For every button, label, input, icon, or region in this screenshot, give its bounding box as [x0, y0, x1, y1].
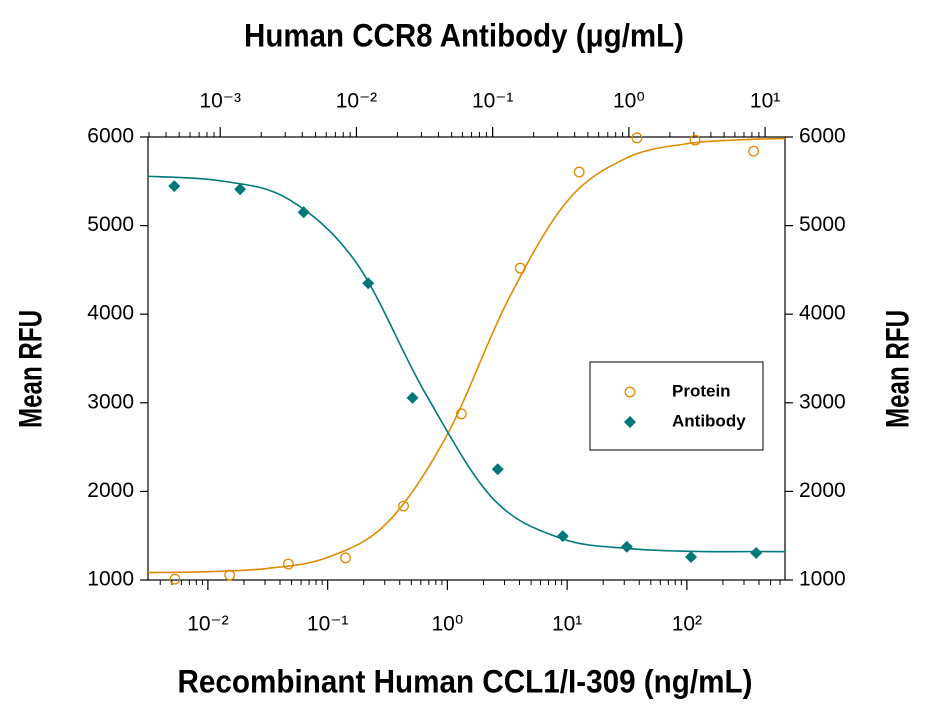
y2-tick-label: 1000: [799, 568, 846, 591]
y2-tick-label: 5000: [799, 213, 846, 236]
data-point: [689, 134, 701, 146]
x-tick-label: 10⁻²: [187, 613, 228, 636]
data-point: [362, 277, 375, 290]
data-point: [168, 180, 181, 193]
legend-marker: [624, 386, 636, 398]
data-point: [573, 166, 585, 178]
y-tick-label: 2000: [87, 479, 134, 502]
data-point: [282, 558, 294, 570]
fit-curve: [147, 137, 786, 574]
data-point: [514, 262, 526, 274]
y2-tick-label: 4000: [799, 302, 846, 325]
x-tick-label: 10¹: [552, 613, 582, 636]
data-point: [556, 530, 569, 543]
data-point: [406, 391, 419, 404]
x2-tick-label: 10⁻²: [336, 90, 377, 113]
y2-tick-label: 2000: [799, 479, 846, 502]
y2-axis-label: Mean RFU: [879, 310, 915, 428]
x2-tick-label: 10⁰: [613, 90, 645, 113]
x2-tick-label: 10⁻¹: [472, 90, 513, 113]
data-point: [685, 550, 698, 563]
data-point: [491, 463, 504, 476]
data-point: [750, 546, 763, 559]
y-tick-label: 5000: [87, 213, 134, 236]
y-tick-label: 6000: [87, 125, 134, 148]
y-tick-label: 1000: [87, 568, 134, 591]
legend-label: Protein: [672, 381, 731, 400]
data-point: [234, 183, 247, 196]
x-tick-label: 10⁻¹: [307, 613, 348, 636]
x2-tick-label: 10¹: [750, 90, 780, 113]
data-point: [748, 145, 760, 157]
x2-tick-label: 10⁻³: [200, 90, 241, 113]
x-tick-label: 10⁰: [431, 613, 463, 636]
plot-frame: [147, 136, 786, 581]
y2-tick-label: 3000: [799, 390, 846, 413]
data-point: [297, 206, 310, 219]
data-point: [169, 573, 181, 585]
y-tick-label: 4000: [87, 302, 134, 325]
data-point: [631, 132, 643, 144]
legend-box: [589, 361, 764, 451]
data-point: [224, 569, 236, 581]
data-point: [398, 500, 409, 512]
y2-tick-label: 6000: [799, 125, 846, 148]
data-point: [620, 540, 633, 553]
y-tick-label: 3000: [87, 390, 134, 413]
top-axis-label: Human CCR8 Antibody (μg/mL): [244, 17, 684, 53]
x-tick-label: 10²: [672, 613, 702, 636]
data-point: [455, 408, 467, 420]
x-axis-label: Recombinant Human CCL1/I-309 (ng/mL): [178, 663, 753, 699]
legend-marker: [624, 416, 636, 428]
legend-label: Antibody: [672, 411, 746, 430]
data-point: [340, 552, 351, 564]
y-axis-label: Mean RFU: [12, 310, 48, 428]
fit-curve: [147, 175, 786, 553]
